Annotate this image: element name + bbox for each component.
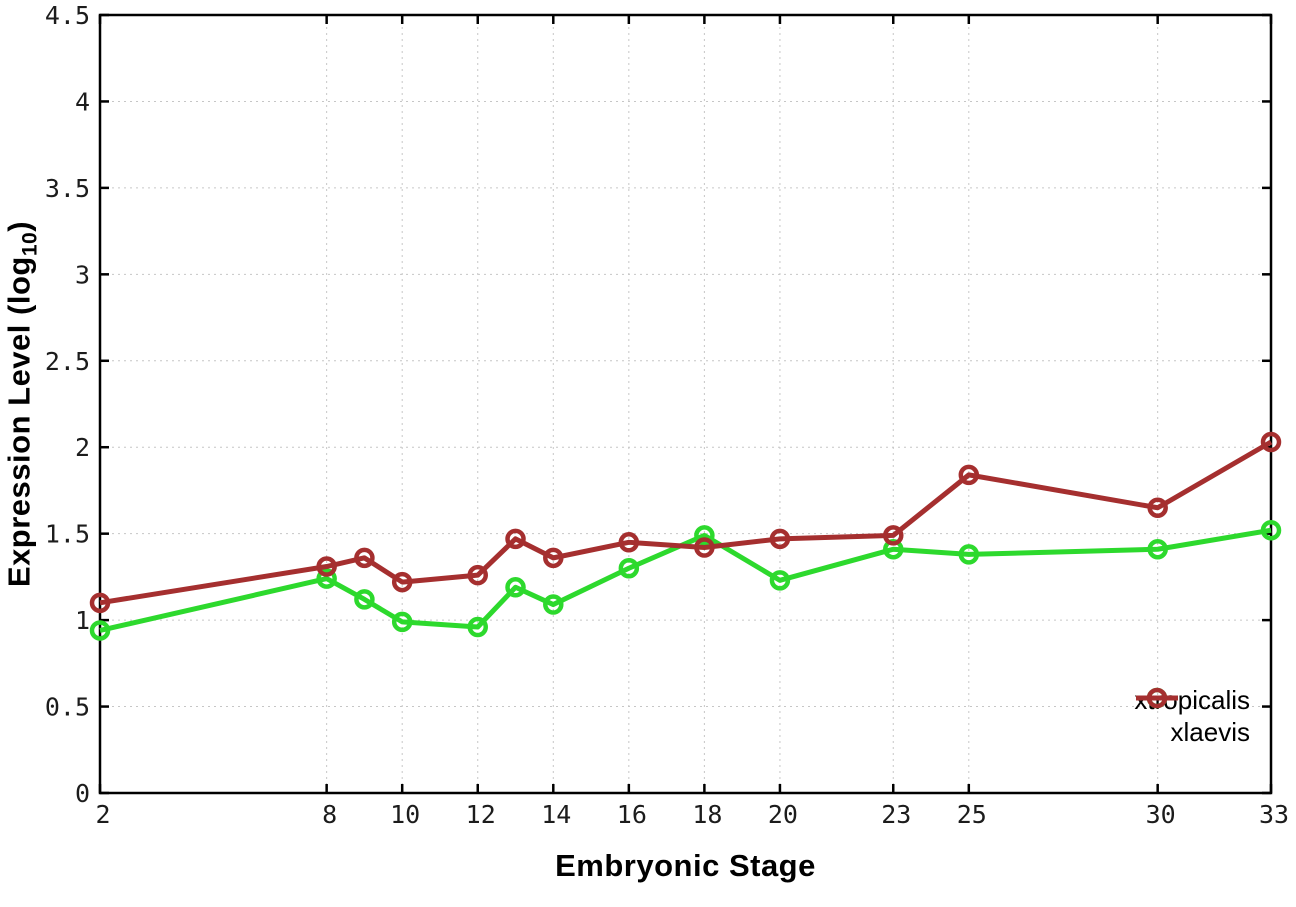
data-point-marker	[543, 547, 564, 569]
data-point-marker	[316, 568, 337, 589]
data-point-marker	[1260, 431, 1282, 453]
data-point-marker	[769, 570, 791, 591]
data-point-marker	[467, 616, 488, 638]
y-axis-title-close: )	[1, 220, 37, 232]
x-tick-label: 14	[541, 800, 571, 829]
x-tick-label: 25	[957, 800, 987, 829]
y-tick-label: 3.5	[45, 174, 90, 203]
y-tick-label: 1	[75, 606, 90, 635]
x-tick-label: 20	[768, 800, 798, 829]
y-tick-label: 0.5	[45, 693, 90, 722]
series-xlaevis	[89, 431, 1282, 614]
x-tick-label: 30	[1146, 800, 1176, 829]
x-tick-label: 8	[322, 800, 337, 829]
x-axis-title: Embryonic Stage	[555, 848, 816, 883]
data-point-marker	[618, 557, 640, 579]
data-point-marker	[618, 532, 640, 553]
data-point-marker	[769, 528, 791, 550]
data-point-marker	[354, 547, 375, 569]
x-tick-labels: 2 8 10 12 14 16 18 20 23 25 30 33	[95, 800, 1289, 829]
y-tick-label: 0	[75, 779, 90, 808]
data-point-marker	[694, 525, 715, 546]
data-point-marker	[543, 594, 564, 615]
data-point-marker	[958, 464, 980, 486]
data-point-marker	[316, 556, 337, 577]
grid-lines	[99, 14, 1272, 794]
data-point-marker	[467, 564, 488, 586]
x-tick-label: 10	[390, 800, 420, 829]
data-point-marker	[89, 592, 111, 614]
data-point-marker	[958, 544, 980, 565]
data-point-marker	[505, 528, 526, 550]
y-axis-title-subscript: 10	[18, 231, 42, 257]
x-tick-label: 2	[95, 800, 110, 829]
y-tick-label: 1.5	[45, 520, 90, 549]
y-axis-title-text: Expression Level (log	[1, 256, 37, 588]
data-point-marker	[694, 537, 715, 558]
y-tick-label: 3	[75, 260, 90, 289]
legend-swatch-circle-icon	[1136, 687, 1179, 709]
series-line	[99, 439, 1273, 606]
data-point-marker	[354, 589, 375, 610]
y-tick-label: 4.5	[45, 1, 90, 30]
data-point-marker	[1147, 497, 1168, 518]
x-tick-label: 33	[1259, 800, 1289, 829]
series-xtropicalis	[89, 519, 1282, 641]
legend: xtropicalis xlaevis	[1134, 684, 1260, 748]
data-point-marker	[1260, 519, 1282, 541]
legend-item-xlaevis: xlaevis	[1134, 687, 1260, 748]
y-tick-label: 2.5	[45, 347, 90, 376]
plot-border	[98, 13, 1273, 795]
y-tick-labels: 0 0.5 1 1.5 2 2.5 3 3.5 4 4.5	[45, 1, 90, 808]
x-tick-label: 12	[466, 800, 496, 829]
y-axis-title: Expression Level (log10)	[1, 221, 42, 587]
x-tick-label: 23	[881, 800, 911, 829]
x-tick-label: 16	[617, 800, 647, 829]
legend-label: xlaevis	[1170, 716, 1250, 747]
data-point-marker	[391, 611, 413, 633]
data-point-marker	[883, 525, 904, 546]
y-tick-label: 2	[75, 433, 90, 462]
tick-marks	[98, 13, 1273, 795]
x-tick-label: 18	[692, 800, 722, 829]
data-point-marker	[505, 577, 526, 598]
data-point-marker	[391, 571, 413, 593]
data-point-marker	[89, 620, 111, 641]
data-point-marker	[1147, 538, 1168, 560]
y-tick-label: 4	[75, 87, 90, 116]
